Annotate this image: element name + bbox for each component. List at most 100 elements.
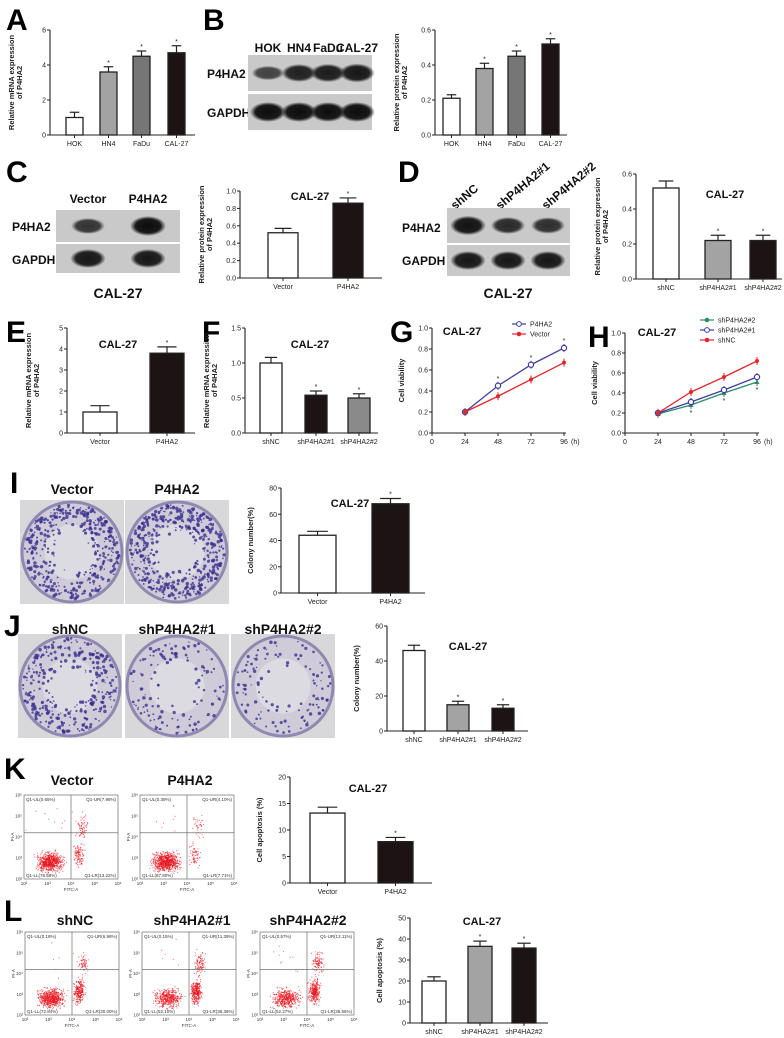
- quadrant-ur-label: Q1-UR(6.98%): [87, 934, 117, 939]
- colony-dot: [263, 646, 267, 650]
- colony-dot: [255, 654, 258, 657]
- event-dot: [54, 1004, 56, 1006]
- colony-dot: [89, 581, 92, 584]
- event-dot: [192, 843, 194, 845]
- event-dot: [81, 996, 83, 998]
- event-dot: [152, 858, 154, 860]
- event-dot: [79, 857, 81, 859]
- event-dot: [61, 991, 63, 993]
- colony-dot: [211, 523, 215, 527]
- event-dot: [66, 861, 68, 863]
- colony-dot: [108, 547, 111, 550]
- colony-label: P4HA2: [154, 481, 199, 497]
- panel-letter-e: E: [6, 316, 26, 349]
- event-dot: [166, 864, 168, 866]
- colony-dot: [159, 728, 162, 731]
- colony-dot: [176, 515, 181, 519]
- colony-dot: [95, 519, 97, 521]
- colony-dot: [26, 560, 31, 565]
- colony-dot: [97, 690, 100, 693]
- event-dot: [53, 988, 56, 991]
- colony-dot: [54, 592, 58, 596]
- colony-dot: [30, 694, 32, 697]
- colony-dot: [217, 697, 221, 701]
- colony-dot: [180, 529, 182, 531]
- event-dot: [177, 987, 179, 990]
- colony-dot: [49, 716, 53, 719]
- colony-dot: [65, 729, 70, 733]
- colony-dish: [125, 634, 229, 738]
- colony-dot: [73, 651, 77, 655]
- event-dot: [167, 1002, 169, 1004]
- event-dot: [163, 995, 165, 997]
- colony-dot: [27, 692, 30, 695]
- event-dot: [82, 985, 85, 987]
- colony-dot: [102, 697, 105, 700]
- event-dot: [48, 818, 50, 820]
- colony-dot: [99, 710, 102, 713]
- colony-dot: [137, 566, 139, 569]
- event-dot: [198, 998, 201, 1000]
- colony-dot: [203, 533, 207, 537]
- colony-dish: [18, 634, 122, 738]
- colony-dot: [40, 700, 45, 704]
- colony-dot: [40, 669, 43, 671]
- colony-dot: [304, 646, 308, 650]
- colony-dot: [180, 526, 184, 529]
- colony-dot: [193, 565, 197, 569]
- event-dot: [159, 852, 162, 855]
- western-blot-d: [447, 208, 570, 276]
- dish-center: [255, 658, 311, 714]
- event-dot: [79, 859, 81, 861]
- y-axis-label: PI-A: [10, 833, 15, 842]
- colony-dot: [137, 699, 140, 702]
- colony-dot: [115, 541, 119, 545]
- colony-dot: [34, 522, 36, 525]
- x-tick-label: 10²: [21, 881, 28, 886]
- event-dot: [173, 851, 175, 853]
- event-dot: [79, 828, 81, 830]
- event-dot: [51, 992, 53, 994]
- colony-dot: [148, 646, 153, 651]
- colony-dot: [206, 578, 209, 581]
- colony-dot: [29, 690, 32, 694]
- event-dot: [40, 1001, 42, 1003]
- colony-dot: [265, 648, 268, 650]
- event-dot: [168, 991, 170, 993]
- colony-dot: [111, 555, 113, 557]
- colony-dot: [34, 714, 38, 718]
- event-dot: [47, 851, 49, 853]
- event-dot: [59, 865, 61, 867]
- colony-dot: [195, 511, 199, 515]
- colony-dot: [83, 589, 87, 593]
- event-dot: [49, 865, 51, 867]
- event-dot: [177, 868, 179, 870]
- colony-dot: [169, 518, 172, 522]
- colony-dot: [175, 731, 179, 735]
- colony-dot: [196, 678, 201, 683]
- colony-dot: [176, 582, 180, 586]
- colony-dot: [139, 533, 142, 535]
- colony-dot: [299, 654, 303, 658]
- colony-dot: [56, 576, 59, 579]
- colony-dot: [131, 563, 134, 566]
- event-dot: [176, 1000, 179, 1002]
- colony-dot: [142, 696, 146, 700]
- quadrant-lr-label: Q1-LR(13.22%): [84, 873, 116, 878]
- event-dot: [36, 866, 38, 868]
- event-dot: [40, 992, 42, 995]
- colony-dot: [148, 696, 153, 701]
- colony-dot: [208, 559, 211, 561]
- event-dot: [154, 996, 157, 998]
- lane-label: HOK: [255, 41, 282, 55]
- event-dot: [48, 861, 50, 864]
- colony-dot: [181, 504, 184, 507]
- event-dot: [169, 870, 171, 872]
- event-dot: [85, 960, 87, 962]
- colony-dot: [185, 527, 187, 529]
- colony-dot: [253, 700, 258, 704]
- event-dot: [49, 863, 51, 865]
- event-dot: [61, 822, 63, 824]
- colony-dot: [45, 720, 48, 723]
- colony-dot: [98, 720, 100, 722]
